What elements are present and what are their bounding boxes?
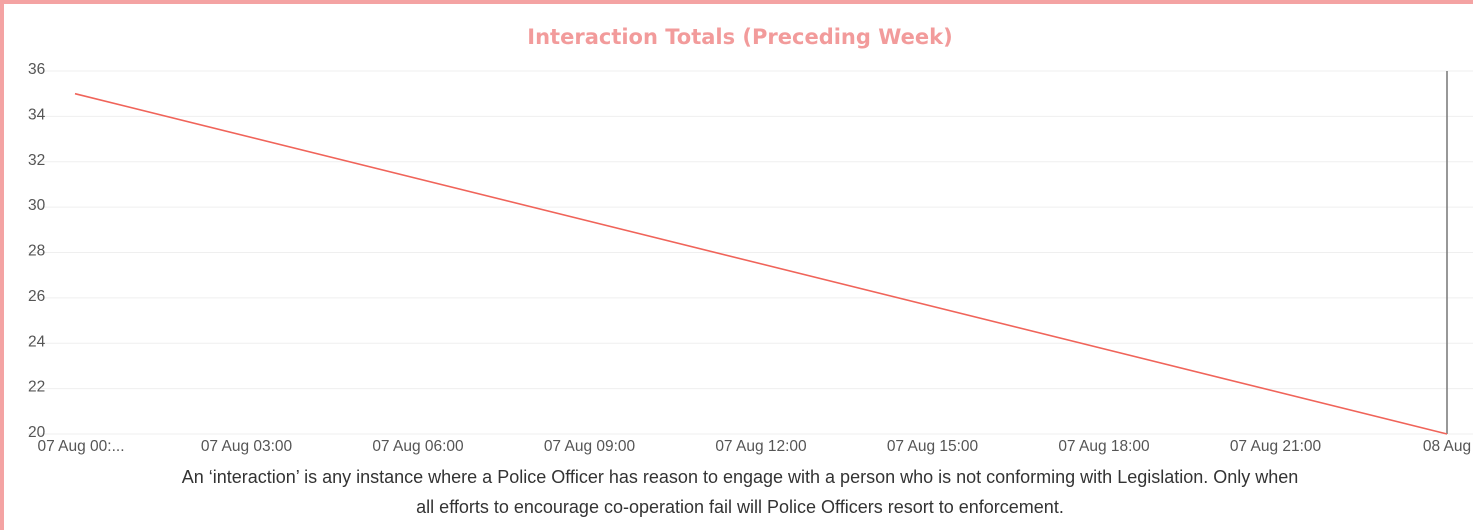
x-tick-label: 08 Aug [1423,438,1471,455]
x-tick-label: 07 Aug 18:00 [1058,438,1150,455]
x-tick-label: 07 Aug 06:00 [372,438,464,455]
y-tick-label: 30 [28,197,46,214]
y-tick-label: 26 [28,288,45,305]
x-tick-label: 07 Aug 00:... [37,438,124,455]
y-tick-label: 28 [28,243,45,260]
y-tick-label: 36 [28,61,45,78]
x-tick-label: 07 Aug 21:00 [1230,438,1322,455]
y-tick-label: 20 [28,424,46,441]
y-tick-label: 34 [28,106,46,123]
x-tick-label: 07 Aug 09:00 [544,438,636,455]
y-tick-label: 22 [28,379,45,396]
x-tick-label: 07 Aug 12:00 [715,438,807,455]
x-tick-label: 07 Aug 15:00 [887,438,979,455]
footnote-line: An ‘interaction’ is any instance where a… [182,467,1299,487]
chart-title: Interaction Totals (Preceding Week) [527,25,952,49]
data-line [74,92,1448,435]
y-tick-label: 24 [28,333,46,350]
x-tick-label: 07 Aug 03:00 [201,438,293,455]
y-tick-label: 32 [28,152,45,169]
footnote-line: all efforts to encourage co-operation fa… [416,497,1064,517]
